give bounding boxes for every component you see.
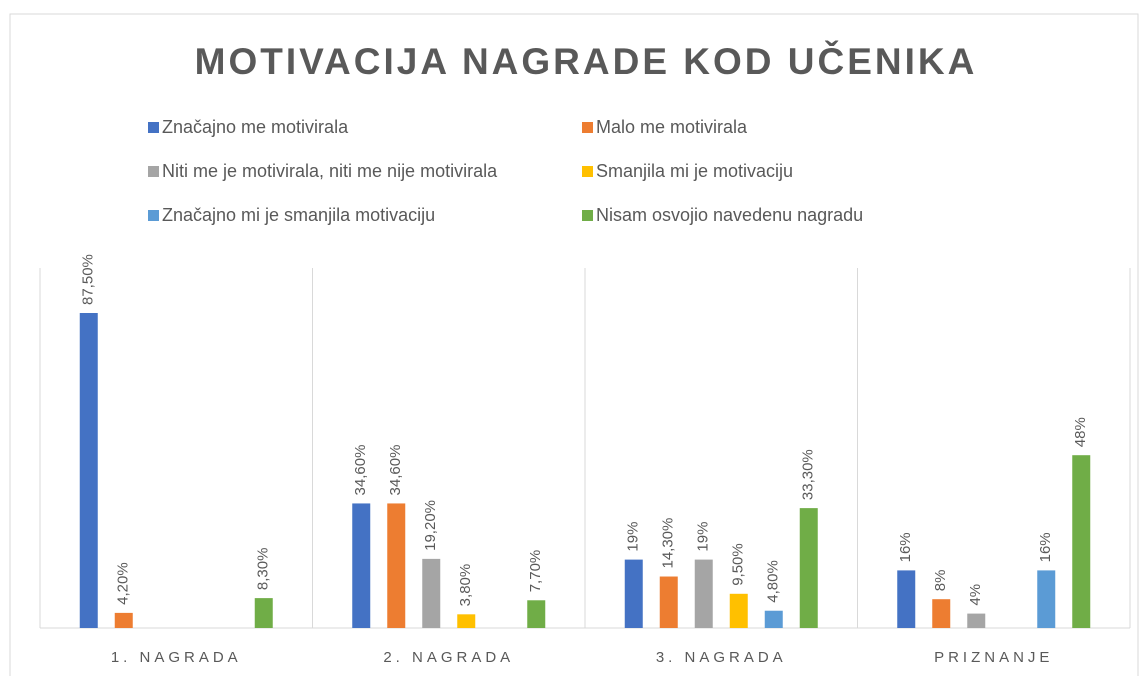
value-label: 4,20% [115, 562, 132, 605]
legend-label: Malo me motivirala [596, 117, 748, 137]
value-label: 8,30% [255, 548, 272, 591]
value-label: 8% [932, 570, 949, 592]
legend-swatch [582, 210, 593, 221]
value-label: 16% [897, 532, 914, 562]
value-label: 34,60% [387, 445, 404, 496]
chart-title: MOTIVACIJA NAGRADE KOD UČENIKA [195, 40, 978, 82]
x-tick-label: 3. NAGRADA [656, 649, 787, 666]
value-label: 87,50% [80, 254, 97, 305]
legend-swatch [148, 166, 159, 177]
legend-label: Značajno mi je smanjila motivaciju [162, 205, 435, 225]
legend-label: Smanjila mi je motivaciju [596, 161, 793, 181]
value-label: 48% [1072, 417, 1089, 447]
value-label: 7,70% [527, 550, 544, 593]
bar [457, 614, 476, 628]
bar [694, 559, 713, 628]
bar [352, 503, 371, 628]
legend-swatch [582, 166, 593, 177]
bar [967, 613, 986, 628]
bar [254, 598, 273, 628]
bar [387, 503, 406, 628]
legend-swatch [148, 210, 159, 221]
legend-swatch [582, 122, 593, 133]
bar [114, 612, 133, 628]
bar [1072, 455, 1091, 628]
bar [764, 610, 783, 628]
value-label: 33,30% [800, 449, 817, 500]
bar [659, 576, 678, 628]
value-label: 19,20% [422, 500, 439, 551]
bar [79, 313, 98, 628]
legend-swatch [148, 122, 159, 133]
bar [932, 599, 951, 628]
value-label: 3,80% [457, 564, 474, 607]
value-label: 14,30% [660, 518, 677, 569]
legend-label: Nisam osvojio navedenu nagradu [596, 205, 863, 225]
bar [729, 593, 748, 628]
value-label: 16% [1037, 532, 1054, 562]
bar [799, 508, 818, 628]
value-label: 34,60% [352, 445, 369, 496]
bar [1037, 570, 1056, 628]
value-label: 19% [625, 522, 642, 552]
value-label: 4,80% [765, 560, 782, 603]
bar [527, 600, 546, 628]
value-label: 19% [695, 522, 712, 552]
value-label: 9,50% [730, 543, 747, 586]
legend-label: Niti me je motivirala, niti me nije moti… [162, 161, 498, 181]
value-label: 4% [967, 584, 984, 606]
bar [422, 558, 441, 628]
bar [897, 570, 916, 628]
legend-label: Značajno me motivirala [162, 117, 349, 137]
chart-border [9, 13, 1139, 676]
x-tick-label: 2. NAGRADA [383, 649, 514, 666]
bar [624, 559, 643, 628]
x-tick-label: 1. NAGRADA [111, 649, 242, 666]
x-tick-label: PRIZNANJE [934, 649, 1053, 666]
